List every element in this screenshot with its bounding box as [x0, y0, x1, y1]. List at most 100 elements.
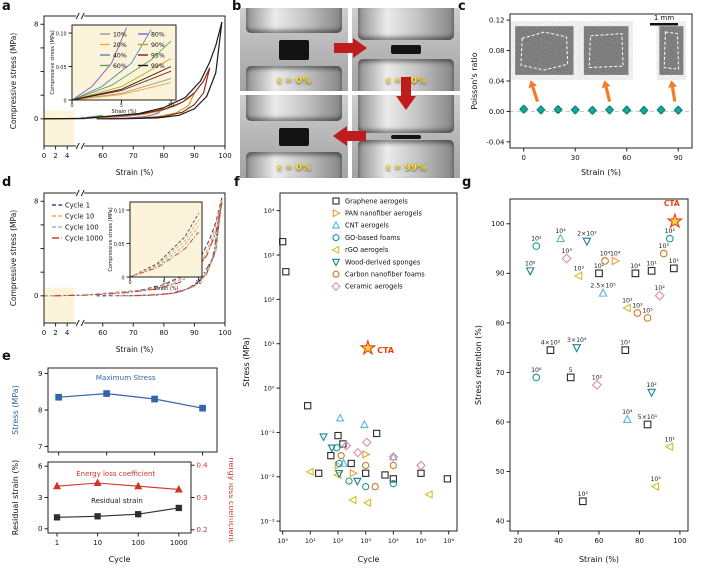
svg-text:8: 8	[34, 198, 38, 206]
photo-compressed-60: ε = 60%	[352, 8, 460, 91]
svg-text:Carbon nanofiber foams: Carbon nanofiber foams	[345, 271, 425, 279]
svg-text:10³: 10³	[561, 248, 572, 255]
series-pan-nanofiber-aerogels	[334, 450, 371, 478]
svg-text:10⁴: 10⁴	[630, 263, 641, 270]
svg-text:0.4: 0.4	[197, 462, 209, 470]
series-ceramic-aerogels	[341, 437, 426, 471]
inset-initial-region: 0 5 10 0 0.05 0.10 Strain (%) Compressive stres…	[50, 24, 177, 115]
panel-label-g: g	[462, 175, 472, 190]
photo-initial-state: ε = 0%	[240, 8, 348, 91]
series-99-	[43, 21, 223, 120]
svg-text:95%: 95%	[151, 52, 165, 59]
svg-text:10⁴: 10⁴	[622, 409, 633, 416]
svg-text:80%: 80%	[151, 31, 165, 38]
svg-text:90%: 90%	[151, 42, 165, 49]
svg-text:1: 1	[55, 539, 59, 547]
svg-text:100: 100	[218, 329, 231, 337]
svg-text:5: 5	[569, 367, 573, 374]
svg-text:100: 100	[491, 220, 504, 228]
strain-label: ε = 0%	[276, 163, 312, 173]
svg-text:-0.04: -0.04	[486, 138, 505, 146]
svg-text:10⁴: 10⁴	[600, 250, 611, 257]
maximum-stress-vs-cycle: 7 8 9 Stress (MPa) Maximum Stress	[11, 367, 218, 456]
svg-text:10⁻²: 10⁻²	[260, 473, 275, 481]
svg-text:90: 90	[190, 152, 199, 160]
photo-recovered-state: ε = 0%	[240, 95, 348, 178]
svg-text:90: 90	[674, 154, 683, 162]
series-rgo-aerogels	[305, 467, 433, 508]
svg-text:10¹: 10¹	[669, 258, 680, 265]
svg-text:CTA: CTA	[664, 199, 680, 208]
svg-text:90: 90	[496, 270, 505, 278]
sem-image	[515, 26, 574, 75]
svg-text:70: 70	[129, 152, 138, 160]
series-poisson-ratio	[519, 104, 683, 115]
svg-text:Poisson's ratio: Poisson's ratio	[470, 52, 479, 109]
svg-text:10⁶: 10⁶	[531, 367, 542, 374]
svg-text:PAN nanofiber aerogels: PAN nanofiber aerogels	[345, 210, 422, 218]
svg-text:7: 7	[38, 443, 42, 451]
svg-text:2: 2	[53, 329, 57, 337]
strain-label: ε = 99%	[385, 163, 427, 173]
inset-cycles-initial-region: 0 5 10 0 0.05 0.10 Strain (%) Compressive stres…	[108, 201, 203, 292]
svg-text:Wood-derived sponges: Wood-derived sponges	[345, 258, 421, 266]
anvil-top	[358, 95, 454, 134]
panel-e-residual-strain-chart: 1 10 100 1000 0 3 6 0.2 0.3 0.4 Cycle Residual stra…	[8, 458, 233, 565]
svg-text:Cycle 100: Cycle 100	[65, 223, 99, 231]
panel-d-cyclic-chart: 0 2 4 60 70 80 90 100 0 8 Strain (%) Compressive st…	[8, 185, 233, 355]
svg-text:4: 4	[65, 152, 70, 160]
panel-label-a: a	[2, 0, 11, 14]
svg-text:1000: 1000	[170, 539, 188, 547]
svg-text:0: 0	[121, 275, 124, 281]
aerogel-sample	[279, 127, 309, 146]
svg-text:10⁴: 10⁴	[388, 537, 399, 545]
svg-text:0.3: 0.3	[197, 494, 208, 502]
svg-text:10⁴: 10⁴	[264, 207, 275, 215]
svg-text:4×10²: 4×10²	[541, 340, 561, 347]
svg-text:0: 0	[42, 329, 46, 337]
svg-text:10³: 10³	[659, 243, 670, 250]
svg-text:3: 3	[38, 494, 42, 502]
svg-text:Compressive stress (MPa): Compressive stress (MPa)	[9, 33, 18, 130]
svg-text:10⁴: 10⁴	[555, 228, 566, 235]
svg-text:10³: 10³	[574, 265, 585, 272]
svg-text:10¹: 10¹	[264, 340, 275, 348]
svg-text:60: 60	[98, 329, 107, 337]
series-residual-strain	[53, 504, 182, 521]
svg-text:40: 40	[496, 517, 505, 525]
svg-text:2: 2	[53, 152, 57, 160]
panel-g-retention-chart: 10² 4×10² 5 10¹ 10⁴ 10¹ 5×10¹ 10¹ 10² 10⁴ 10⁴ 2.5×1…	[472, 185, 698, 565]
panel-c-poissons-ratio-chart: 0 30 60 90 -0.04 0.00 0.04 0.08 0.12 Strain (%) Po…	[468, 8, 698, 178]
svg-text:10: 10	[93, 539, 102, 547]
series-cycle-1000	[54, 202, 223, 297]
sem-image	[659, 26, 684, 75]
svg-text:0: 0	[38, 525, 42, 533]
legend: Cycle 1 Cycle 10 Cycle 100 Cycle 1000	[52, 201, 103, 242]
svg-text:80: 80	[159, 152, 168, 160]
svg-text:20: 20	[514, 537, 523, 545]
svg-text:0: 0	[128, 280, 131, 286]
svg-text:40%: 40%	[113, 52, 127, 59]
aerogel-sample	[391, 45, 421, 54]
svg-text:10⁻³: 10⁻³	[260, 518, 275, 526]
series-wood-derived-sponges: 10⁶ 2×10³ 3×10⁴ 10²	[525, 231, 657, 398]
svg-text:Cycle: Cycle	[358, 555, 380, 564]
svg-text:Graphene aerogels: Graphene aerogels	[345, 197, 408, 205]
panel-label-d: d	[2, 175, 12, 190]
svg-text:10¹: 10¹	[305, 537, 316, 545]
svg-text:80: 80	[159, 329, 168, 337]
photo-compressed-99: ε = 99%	[352, 95, 460, 178]
svg-text:Compressive stress (MPa): Compressive stress (MPa)	[50, 30, 56, 94]
series-80-	[71, 27, 127, 101]
svg-text:Cycle 1: Cycle 1	[65, 201, 90, 209]
svg-text:10³: 10³	[264, 251, 275, 259]
svg-text:10²: 10²	[646, 382, 657, 389]
svg-text:1 mm: 1 mm	[654, 14, 674, 22]
series-wood-derived-sponges	[319, 433, 362, 487]
svg-text:Strain (%): Strain (%)	[116, 345, 154, 354]
svg-text:70: 70	[129, 329, 138, 337]
svg-text:0.10: 0.10	[114, 208, 125, 214]
svg-text:60: 60	[496, 418, 505, 426]
